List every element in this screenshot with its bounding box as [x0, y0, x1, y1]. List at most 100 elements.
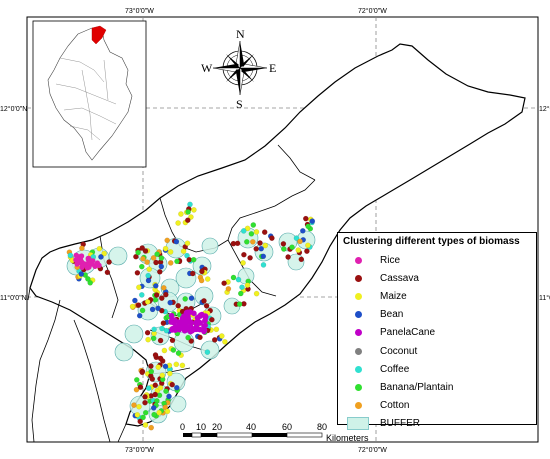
biomass-point: [185, 313, 191, 320]
biomass-point: [98, 254, 104, 260]
compass-w: W: [201, 61, 213, 75]
compass-e: E: [269, 61, 276, 75]
biomass-point: [199, 268, 205, 275]
biomass-point: [150, 405, 157, 411]
coord-bottom-73: 73°0'0"W: [125, 446, 154, 454]
legend-swatch: [347, 292, 369, 300]
biomass-point: [164, 237, 170, 244]
biomass-point: [188, 338, 194, 344]
biomass-point: [167, 370, 173, 377]
legend-swatch: [347, 329, 369, 337]
legend-item: Banana/Plantain: [338, 378, 536, 396]
biomass-point: [230, 274, 237, 281]
biomass-point: [244, 282, 251, 288]
scale-unit: Kilometers: [326, 433, 369, 443]
biomass-point: [140, 414, 146, 421]
biomass-point: [173, 238, 180, 245]
biomass-point: [305, 223, 311, 230]
biomass-point: [173, 361, 180, 368]
biomass-point: [78, 254, 84, 261]
biomass-point: [178, 211, 184, 217]
biomass-point: [144, 299, 151, 305]
coord-left-12: 12°0'0"N: [0, 105, 27, 113]
biomass-point: [160, 320, 167, 326]
legend-item: Cassava: [338, 269, 536, 287]
biomass-point: [169, 337, 176, 344]
legend-item: Coffee: [338, 360, 536, 378]
biomass-point: [238, 290, 244, 297]
biomass-point: [145, 385, 152, 391]
biomass-point: [135, 302, 142, 308]
biomass-point: [253, 246, 259, 252]
legend-title: Clustering different types of biomass: [343, 236, 520, 247]
biomass-point: [163, 327, 170, 334]
biomass-point: [167, 299, 173, 306]
biomass-point: [164, 408, 171, 415]
biomass-point: [244, 225, 251, 232]
biomass-point: [187, 328, 194, 335]
biomass-point: [297, 238, 303, 245]
biomass-point: [149, 306, 156, 313]
biomass-point: [151, 411, 157, 418]
biomass-point: [166, 393, 172, 400]
biomass-point: [184, 252, 190, 259]
biomass-point: [87, 280, 93, 286]
biomass-point: [304, 248, 310, 254]
biomass-point: [204, 276, 211, 282]
biomass-point: [157, 355, 164, 362]
biomass-point: [85, 276, 91, 282]
legend-item: Bean: [338, 306, 536, 324]
biomass-point: [293, 235, 300, 241]
biomass-point: [134, 270, 141, 276]
biomass-point: [145, 272, 151, 279]
biomass-point: [156, 409, 162, 416]
biomass-point: [244, 239, 250, 245]
biomass-point: [176, 326, 183, 333]
compass-s: S: [236, 97, 243, 111]
biomass-point: [250, 222, 257, 228]
biomass-point: [89, 261, 95, 267]
biomass-point: [142, 394, 148, 400]
legend-swatch: [347, 383, 369, 391]
biomass-point: [175, 302, 181, 309]
biomass-point: [241, 251, 247, 258]
biomass-point: [73, 252, 79, 258]
biomass-point: [139, 307, 146, 314]
biomass-point: [185, 209, 191, 215]
biomass-point: [145, 336, 151, 343]
legend-label: Banana/Plantain: [380, 381, 454, 393]
biomass-point: [261, 229, 268, 235]
biomass-point: [181, 325, 187, 331]
biomass-point: [142, 422, 149, 428]
biomass-point: [239, 284, 245, 290]
biomass-point: [150, 335, 157, 342]
biomass-point: [82, 261, 88, 267]
biomass-point: [162, 245, 169, 252]
legend-label: Coconut: [380, 345, 418, 357]
biomass-point: [132, 297, 138, 304]
biomass-point: [161, 285, 167, 291]
legend-label: Rice: [380, 254, 401, 266]
biomass-point: [157, 269, 163, 275]
biomass-point: [300, 228, 306, 234]
coord-top-73: 73°0'0"W: [125, 7, 154, 15]
biomass-point: [149, 376, 156, 382]
biomass-point: [148, 363, 154, 369]
biomass-point: [194, 314, 201, 321]
biomass-point: [248, 231, 255, 237]
legend-swatch: [347, 274, 369, 282]
scale-tick-10: 10: [196, 422, 206, 432]
biomass-point: [78, 271, 85, 277]
legend: Clustering different types of biomass Ri…: [337, 232, 537, 431]
biomass-point: [152, 391, 158, 398]
coord-right-11: 11°0'0"N: [539, 294, 550, 302]
biomass-point: [159, 372, 166, 379]
biomass-point: [175, 350, 182, 356]
biomass-point: [309, 218, 316, 224]
scale-tick-60: 60: [282, 422, 292, 432]
biomass-point: [152, 352, 159, 358]
biomass-point: [197, 334, 203, 341]
biomass-point: [203, 303, 210, 309]
biomass-point: [280, 241, 287, 247]
